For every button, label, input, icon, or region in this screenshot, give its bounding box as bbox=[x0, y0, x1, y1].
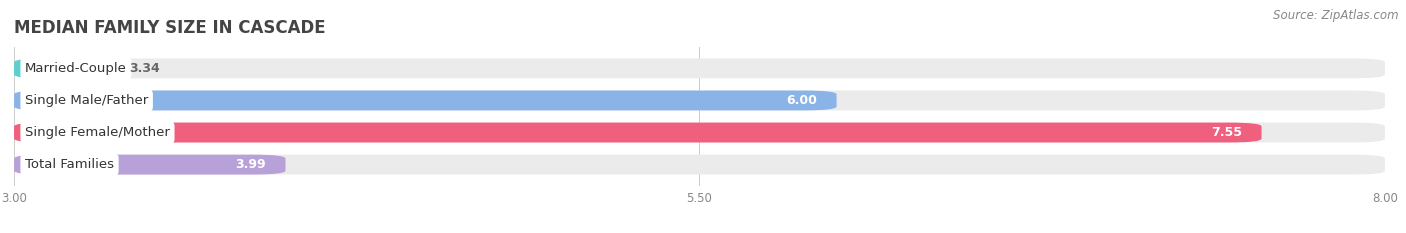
FancyBboxPatch shape bbox=[14, 155, 285, 175]
Text: Married-Couple: Married-Couple bbox=[25, 62, 127, 75]
FancyBboxPatch shape bbox=[14, 123, 1261, 142]
FancyBboxPatch shape bbox=[14, 58, 107, 78]
Text: Single Female/Mother: Single Female/Mother bbox=[25, 126, 170, 139]
FancyBboxPatch shape bbox=[14, 123, 1385, 142]
Text: MEDIAN FAMILY SIZE IN CASCADE: MEDIAN FAMILY SIZE IN CASCADE bbox=[14, 19, 326, 37]
Text: Single Male/Father: Single Male/Father bbox=[25, 94, 148, 107]
Text: Source: ZipAtlas.com: Source: ZipAtlas.com bbox=[1274, 9, 1399, 22]
Text: 6.00: 6.00 bbox=[786, 94, 817, 107]
FancyBboxPatch shape bbox=[14, 155, 1385, 175]
Text: Total Families: Total Families bbox=[25, 158, 114, 171]
Text: 3.34: 3.34 bbox=[129, 62, 160, 75]
FancyBboxPatch shape bbox=[14, 91, 1385, 110]
FancyBboxPatch shape bbox=[14, 58, 1385, 78]
FancyBboxPatch shape bbox=[14, 91, 837, 110]
Text: 3.99: 3.99 bbox=[236, 158, 266, 171]
Text: 7.55: 7.55 bbox=[1212, 126, 1243, 139]
